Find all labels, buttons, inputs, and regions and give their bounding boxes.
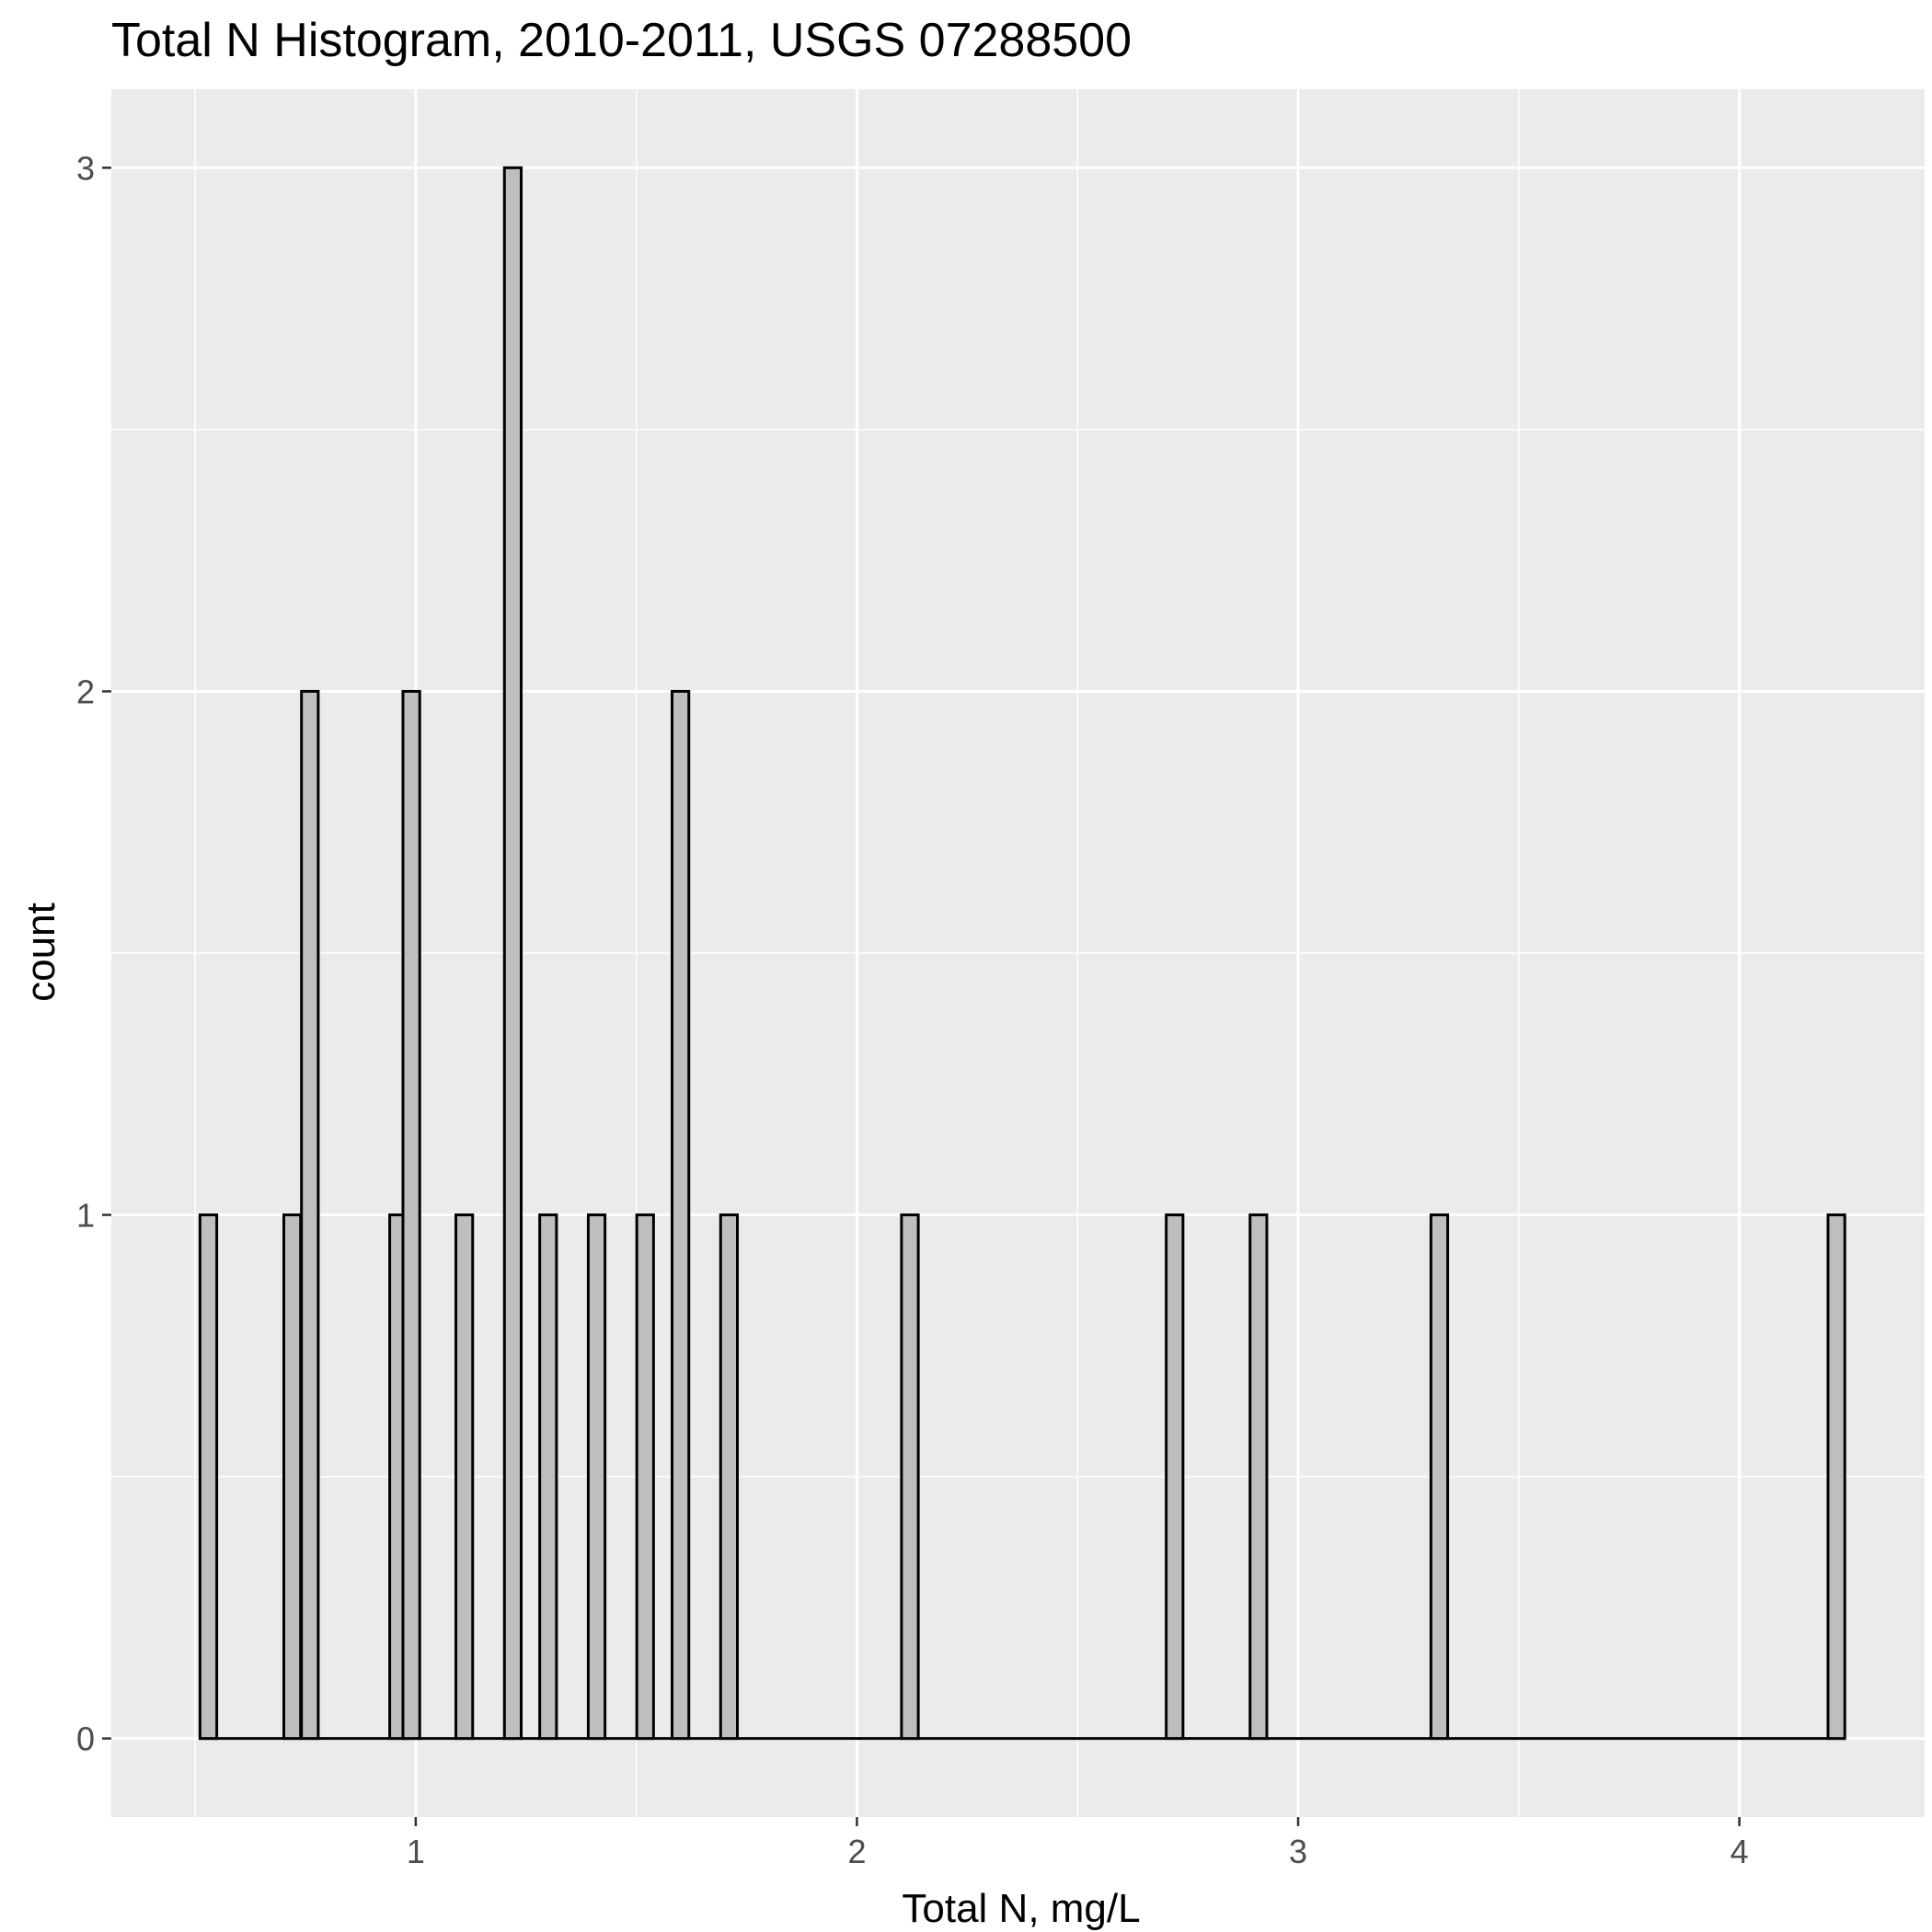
y-tick-label: 2 (76, 673, 95, 710)
histogram-bar (719, 1213, 739, 1741)
histogram-bar (900, 1213, 920, 1741)
histogram-bar (454, 1213, 475, 1741)
histogram-bar (1248, 1213, 1269, 1741)
histogram-bar (198, 1213, 219, 1741)
y-tick-label: 0 (76, 1720, 95, 1758)
histogram-bar (401, 689, 421, 1741)
histogram-bar (300, 689, 320, 1741)
y-tick-label: 1 (76, 1197, 95, 1235)
histogram-bar (1165, 1213, 1185, 1741)
histogram-bar (282, 1213, 303, 1741)
y-axis-title: count (18, 903, 63, 1002)
y-tick-label: 3 (76, 149, 95, 187)
chart-title: Total N Histogram, 2010-2011, USGS 07288… (111, 14, 1133, 67)
histogram-bar (1826, 1213, 1846, 1741)
x-tick-label: 1 (407, 1833, 425, 1870)
x-tick-label: 2 (847, 1833, 866, 1870)
x-tick-label: 3 (1289, 1833, 1307, 1870)
histogram-bar (671, 689, 691, 1741)
histogram-bar (502, 166, 523, 1741)
x-axis-title: Total N, mg/L (902, 1886, 1141, 1931)
x-tick-label: 4 (1731, 1833, 1749, 1870)
histogram-bar (1429, 1213, 1450, 1741)
histogram-bar (538, 1213, 558, 1741)
histogram-bar (586, 1213, 607, 1741)
histogram-bar (635, 1213, 655, 1741)
